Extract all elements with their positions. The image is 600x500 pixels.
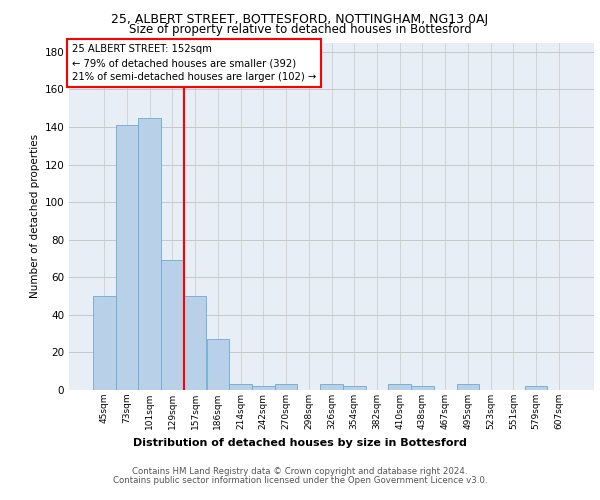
Bar <box>524 386 547 390</box>
Bar <box>229 384 252 390</box>
Text: Contains public sector information licensed under the Open Government Licence v3: Contains public sector information licen… <box>113 476 487 485</box>
Y-axis label: Number of detached properties: Number of detached properties <box>30 134 40 298</box>
Bar <box>93 296 116 390</box>
Bar <box>411 386 434 390</box>
Bar <box>343 386 365 390</box>
Bar <box>206 340 229 390</box>
Text: 25 ALBERT STREET: 152sqm
← 79% of detached houses are smaller (392)
21% of semi-: 25 ALBERT STREET: 152sqm ← 79% of detach… <box>71 44 316 82</box>
Bar <box>388 384 411 390</box>
Bar <box>320 384 343 390</box>
Bar <box>161 260 184 390</box>
Text: Contains HM Land Registry data © Crown copyright and database right 2024.: Contains HM Land Registry data © Crown c… <box>132 467 468 476</box>
Bar <box>184 296 206 390</box>
Text: Distribution of detached houses by size in Bottesford: Distribution of detached houses by size … <box>133 438 467 448</box>
Text: Size of property relative to detached houses in Bottesford: Size of property relative to detached ho… <box>128 22 472 36</box>
Bar <box>275 384 298 390</box>
Bar <box>252 386 275 390</box>
Text: 25, ALBERT STREET, BOTTESFORD, NOTTINGHAM, NG13 0AJ: 25, ALBERT STREET, BOTTESFORD, NOTTINGHA… <box>112 12 488 26</box>
Bar <box>457 384 479 390</box>
Bar <box>139 118 161 390</box>
Bar <box>116 125 139 390</box>
